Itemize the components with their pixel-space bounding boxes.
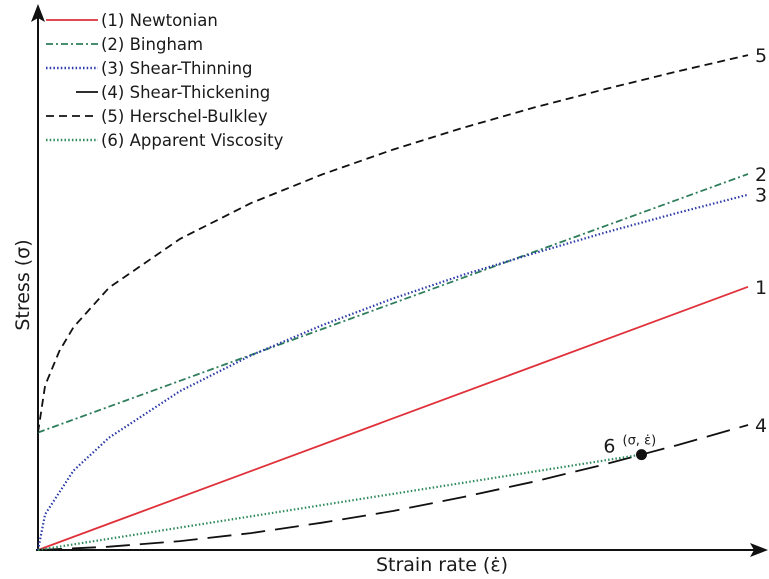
series-line-apparent-viscosity xyxy=(37,453,642,552)
end-label-shear-thickening: 4 xyxy=(755,415,767,437)
x-axis-arrow xyxy=(750,543,768,557)
legend-label-herschel-bulkley: (5) Herschel-Bulkley xyxy=(101,107,268,126)
legend-label-bingham: (2) Bingham xyxy=(101,35,203,54)
end-label-bingham: 2 xyxy=(755,164,767,186)
end-label-herschel-bulkley: 5 xyxy=(755,45,767,67)
series-line-herschel-bulkley xyxy=(37,54,749,433)
legend-label-shear-thickening: (4) Shear-Thickening xyxy=(101,83,270,102)
legend-label-shear-thinning: (3) Shear-Thinning xyxy=(101,59,253,78)
axes xyxy=(31,4,768,557)
end-label-shear-thinning: 3 xyxy=(755,185,767,207)
series-line-newtonian xyxy=(37,285,749,551)
annotations: (σ, ε̇) xyxy=(623,434,657,461)
series-line-shear-thickening xyxy=(37,424,749,551)
legend-label-newtonian: (1) Newtonian xyxy=(101,11,218,30)
y-axis-arrow xyxy=(31,4,45,22)
legend: (1) Newtonian (2) Bingham (3) Shear-Thinni… xyxy=(46,11,284,150)
series-line-bingham xyxy=(37,173,749,434)
annotation-point xyxy=(636,449,647,461)
end-label-newtonian: 1 xyxy=(755,277,767,299)
y-axis-title: Stress (σ) xyxy=(12,239,34,330)
x-axis-title: Strain rate (ε̇) xyxy=(376,554,508,576)
annotation-label: (σ, ε̇) xyxy=(623,434,657,449)
end-label-apparent-viscosity: 6 xyxy=(603,436,615,458)
series-line-shear-thinning xyxy=(36,193,749,551)
series-lines xyxy=(36,54,749,552)
legend-label-apparent-viscosity: (6) Apparent Viscosity xyxy=(101,131,284,150)
